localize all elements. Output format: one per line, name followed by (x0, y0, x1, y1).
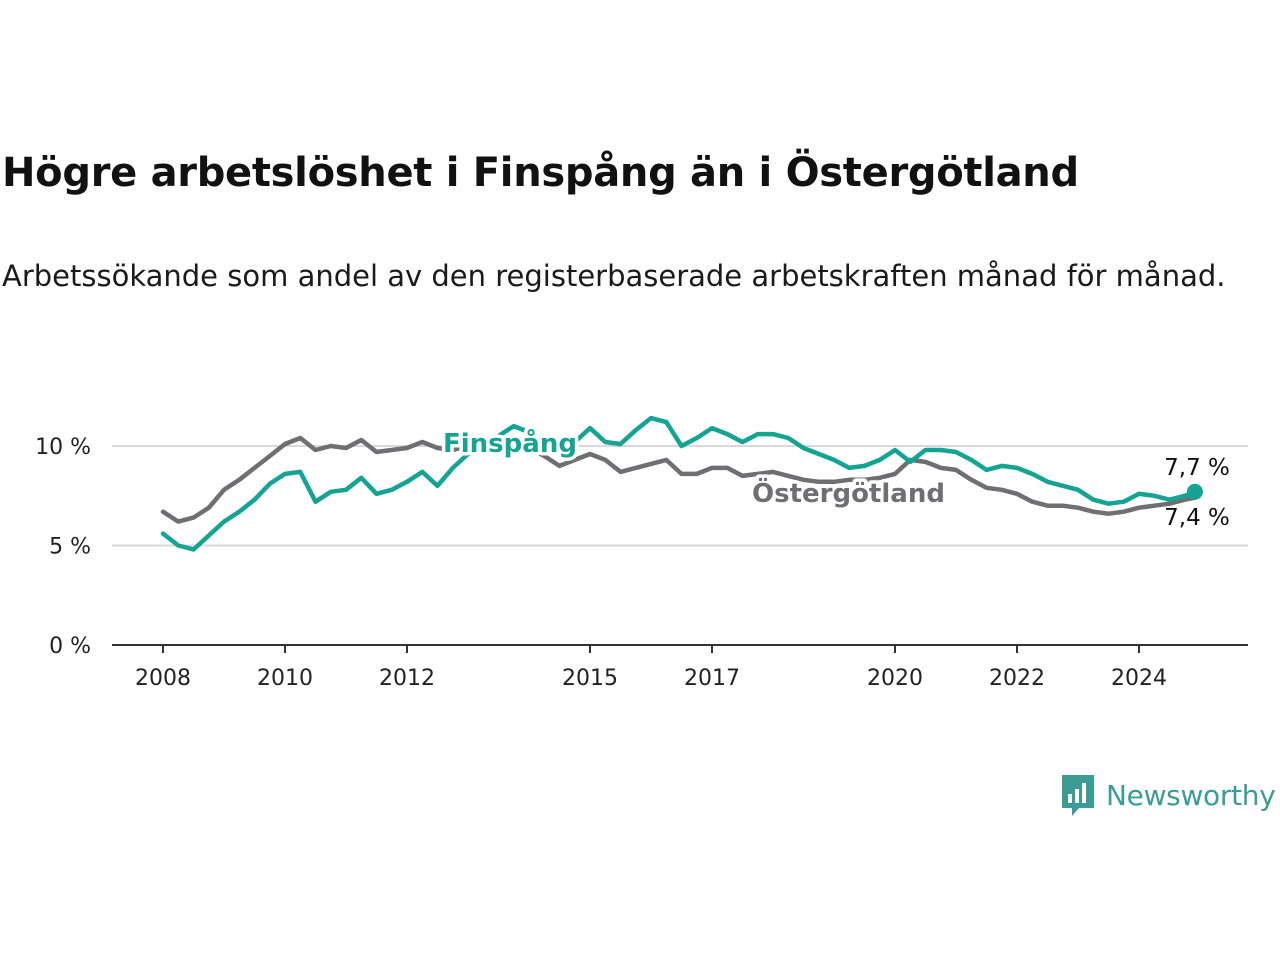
x-tick-label: 2010 (257, 666, 313, 691)
x-tick-label: 2020 (867, 666, 923, 691)
end-label-ostergotland: 7,4 % (1164, 505, 1230, 531)
series-line-finspang (160, 415, 1198, 552)
newsworthy-logo-icon (1062, 775, 1094, 816)
y-tick-label: 10 % (35, 435, 91, 460)
chart-title: Högre arbetslöshet i Finspång än i Öster… (2, 150, 1079, 196)
series-label-finspang: Finspång (443, 427, 577, 459)
series-lines (160, 415, 1198, 552)
series-label-ostergotland: Östergötland (752, 476, 945, 509)
y-tick-label: 5 % (49, 535, 91, 560)
end-label-finspang: 7,7 % (1164, 455, 1230, 481)
gridlines (112, 445, 1248, 547)
series-labels: 7,7 % 7,4 % Finspång Östergötland (440, 424, 1230, 532)
x-tick-label: 2024 (1111, 666, 1167, 691)
y-axis-ticks: 0 % 5 % 10 % (35, 435, 91, 659)
x-tick-label: 2008 (135, 666, 191, 691)
x-axis: 2008 2010 2012 2015 2017 2020 2022 2024 (112, 644, 1248, 691)
brand-name: Newsworthy (1106, 778, 1276, 812)
x-tick-label: 2017 (684, 666, 740, 691)
newsworthy-logo: Newsworthy (1059, 772, 1276, 818)
end-marker-finspang (1186, 483, 1203, 500)
y-tick-label: 0 % (49, 634, 91, 659)
x-tick-label: 2015 (562, 666, 618, 691)
chart-subtitle: Arbetssökande som andel av den registerb… (2, 259, 1226, 293)
x-tick-label: 2012 (379, 666, 435, 691)
series-line-ostergotland (160, 435, 1198, 524)
x-tick-label: 2022 (989, 666, 1045, 691)
